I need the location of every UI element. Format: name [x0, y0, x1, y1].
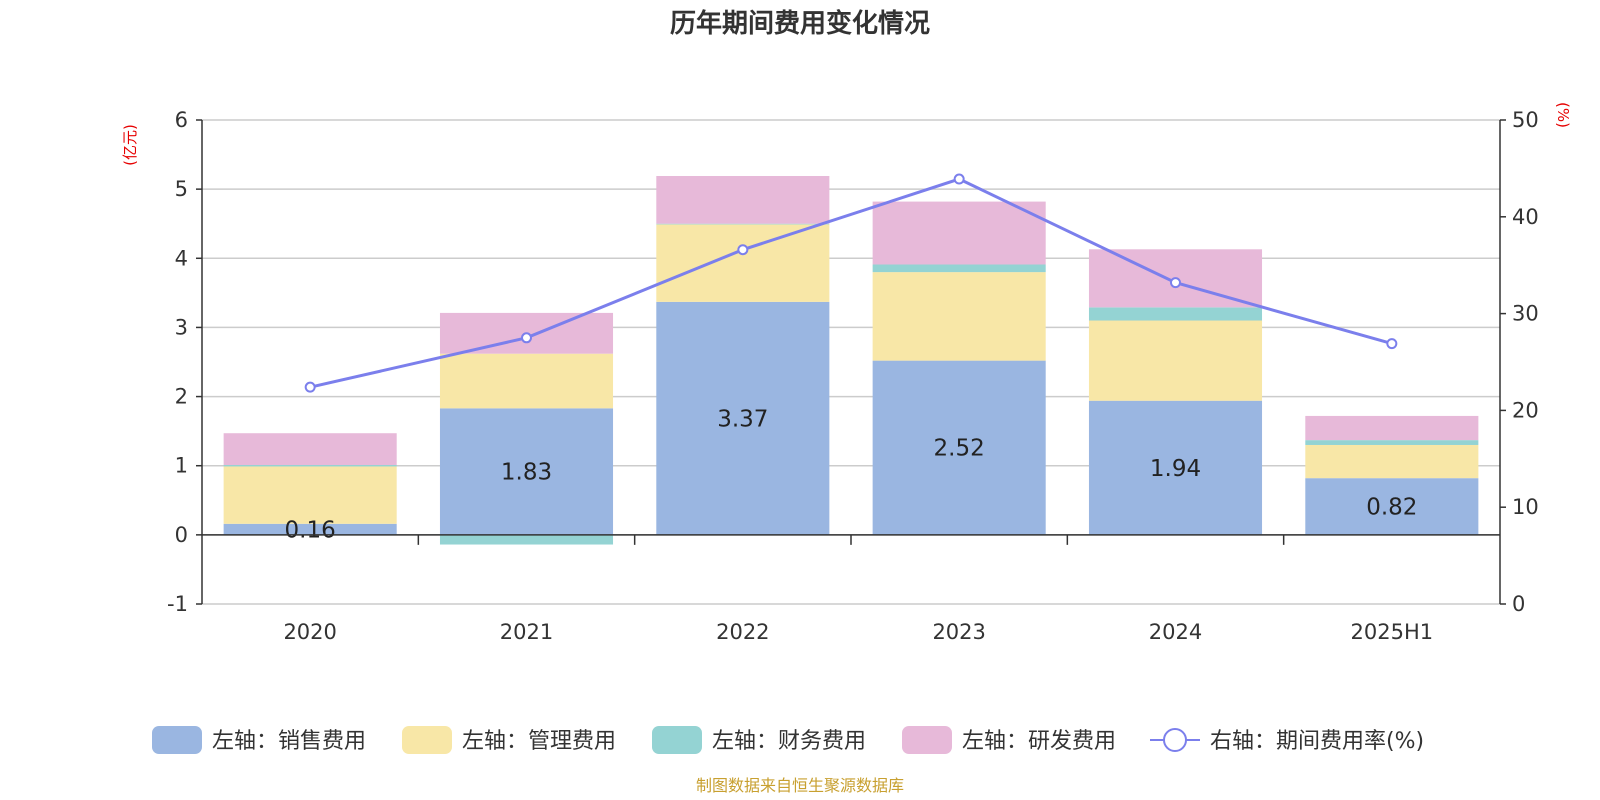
bar-data-label: 0.82: [1366, 495, 1417, 521]
bar-segment: [872, 264, 1046, 273]
bar-segment: [872, 360, 1046, 535]
bar-segment: [1088, 320, 1263, 401]
plot-area: 0.16 1.83 3.37 2.52 1.94 0.82 -1 0 1 2 3 4 5 6 0 10 20 30…: [167, 108, 1539, 644]
legend-swatch: [902, 726, 952, 754]
bar-data-label: 2.52: [934, 436, 985, 462]
rate-point: [1170, 277, 1181, 289]
left-axis-tick-label: 6: [175, 108, 188, 132]
left-axis-tick-label: 2: [175, 385, 188, 409]
bar-segment: [223, 465, 397, 467]
bar-segment: [223, 466, 397, 524]
bar-segment: [1088, 307, 1263, 321]
legend-swatch: [402, 726, 452, 754]
bar-segment: [872, 272, 1046, 361]
x-axis-category-label: 2021: [500, 620, 553, 644]
x-axis-category-label: 2024: [1149, 620, 1202, 644]
legend-label: 左轴：财务费用: [712, 729, 866, 754]
bar-data-label: 1.94: [1150, 456, 1201, 482]
bar-segment: [1305, 478, 1479, 535]
rate-line: [309, 177, 1393, 389]
left-axis-tick-label: 3: [175, 315, 188, 339]
left-axis-tick-label: -1: [167, 592, 188, 616]
left-axis-tick-label: 1: [175, 454, 188, 478]
right-axis-tick-label: 50: [1512, 108, 1539, 132]
left-axis-tick-label: 4: [175, 246, 188, 270]
rate-point: [953, 173, 965, 185]
right-axis-tick-label: 30: [1512, 302, 1539, 326]
right-axis-tick-label: 20: [1512, 398, 1539, 422]
bar-segment: [1305, 440, 1479, 445]
bar-segment: [223, 523, 397, 535]
rate-point: [304, 381, 316, 393]
legend-label: 左轴：研发费用: [962, 729, 1116, 754]
bar-segment: [439, 353, 614, 409]
bar-data-label: 0.16: [285, 517, 336, 543]
x-axis-category-label: 2022: [716, 620, 769, 644]
bar-segment: [439, 534, 614, 545]
legend-label: 左轴：管理费用: [462, 729, 616, 754]
legend-swatch-marker: [1163, 728, 1187, 752]
legend-label: 左轴：销售费用: [212, 729, 366, 754]
bar-segment: [1305, 415, 1479, 441]
rate-point: [737, 244, 749, 256]
rate-point: [521, 332, 532, 344]
x-axis-category-label: 2023: [932, 620, 985, 644]
bar-segment: [223, 433, 397, 466]
rate-point: [1386, 338, 1398, 350]
bar-segment: [439, 408, 614, 535]
bar-segment: [656, 176, 830, 224]
bar-segment: [656, 224, 830, 302]
bar-segment: [656, 223, 830, 225]
left-axis-unit: (亿元): [121, 124, 139, 166]
left-axis-tick-label: 5: [175, 177, 188, 201]
right-axis-tick-label: 40: [1512, 205, 1539, 229]
bar-segment: [1088, 400, 1263, 535]
right-axis-tick-label: 10: [1512, 495, 1539, 519]
right-axis-unit: (%): [1554, 102, 1572, 128]
legend: 左轴：销售费用 左轴：管理费用 左轴：财务费用 左轴：研发费用 右轴：期间费用率(%): [152, 726, 1424, 754]
legend-swatch: [152, 726, 202, 754]
chart-title: 历年期间费用变化情况: [670, 8, 930, 39]
x-axis-category-label: 2025H1: [1351, 620, 1434, 644]
legend-label: 右轴：期间费用率(%): [1210, 729, 1424, 754]
data-source-note: 制图数据来自恒生聚源数据库: [696, 776, 904, 795]
bar-segment: [1305, 444, 1479, 479]
left-axis-tick-label: 0: [175, 523, 188, 547]
bar-data-label: 1.83: [501, 460, 552, 486]
bar-segment: [872, 201, 1046, 265]
x-axis-category-label: 2020: [283, 620, 336, 644]
legend-swatch: [652, 726, 702, 754]
bar-segment: [656, 301, 830, 535]
bar-data-label: 3.37: [717, 406, 768, 432]
right-axis-tick-label: 0: [1512, 592, 1525, 616]
